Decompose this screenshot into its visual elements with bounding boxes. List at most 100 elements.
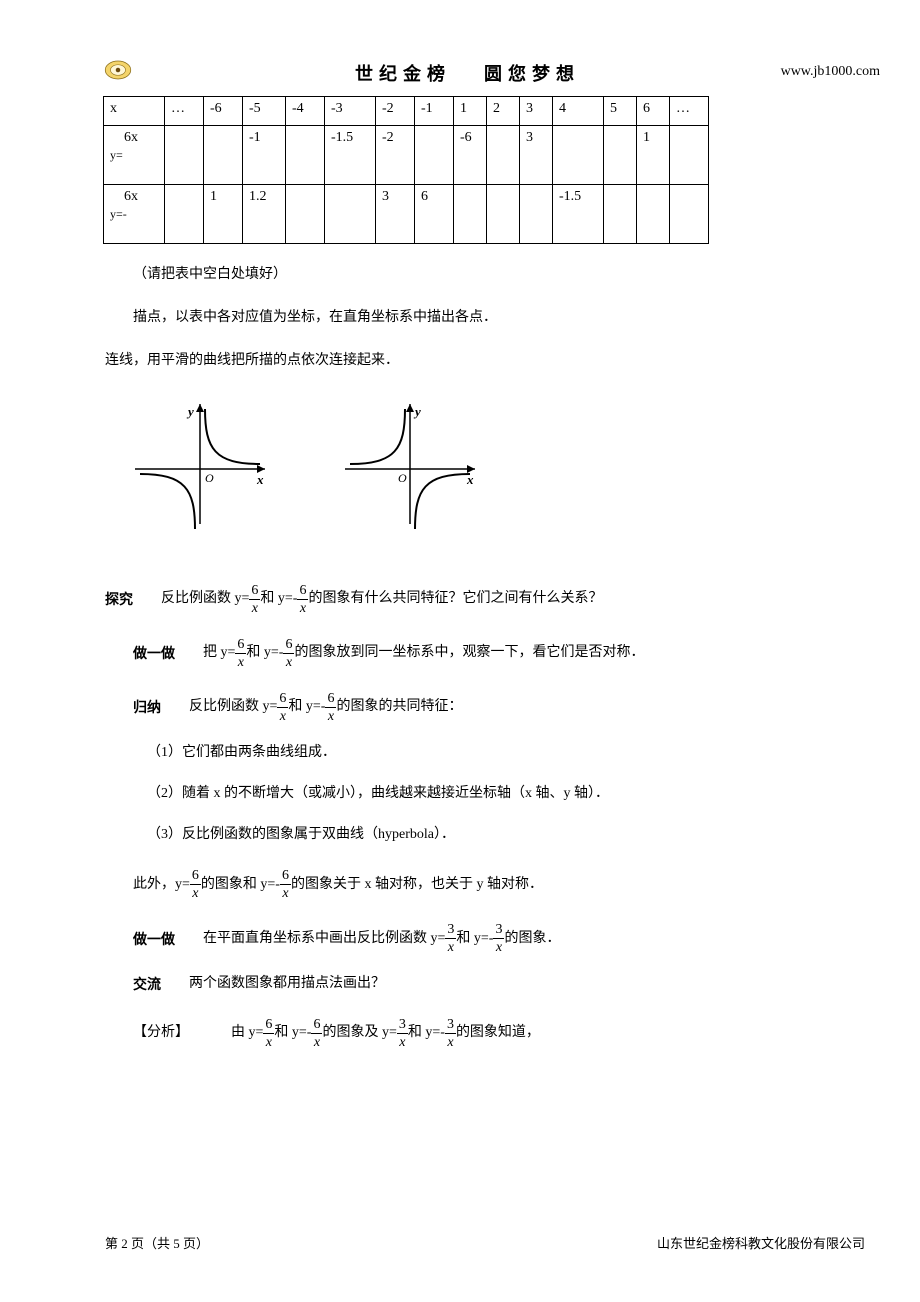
- explore-t3: 的图象有什么共同特征？它们之间有什么关系？: [308, 588, 602, 610]
- frac-3-over-x: 3x: [445, 923, 456, 955]
- table-cell: [454, 185, 487, 244]
- table-cell: 4: [553, 97, 604, 126]
- point-3: （3）反比例函数的图象属于双曲线（hyperbola）．: [105, 822, 830, 847]
- frac-6-over-x: 6x: [325, 692, 336, 724]
- table-cell: [553, 126, 604, 185]
- frac-6-over-x: 6x: [311, 1018, 322, 1050]
- table-cell: [604, 126, 637, 185]
- title-right: 圆您梦想: [484, 64, 580, 84]
- try1-t1: 把 y=: [203, 642, 235, 664]
- table-row-x: x…-6-5-4-3-2-1123456…: [104, 97, 709, 126]
- table-cell: [637, 185, 670, 244]
- try1-t3: 的图象放到同一坐标系中，观察一下，看它们是否对称．: [294, 642, 644, 664]
- table-cell: [286, 185, 325, 244]
- table-cell: [286, 126, 325, 185]
- graph-q2-q4: y x O: [335, 394, 485, 534]
- table-cell: 6: [637, 97, 670, 126]
- try2-t1: 在平面直角坐标系中画出反比例函数 y=: [203, 928, 445, 950]
- try1-label: 做一做: [133, 642, 175, 664]
- analysis-line: 【分析】 由 y= 6x 和 y=- 6x 的图象及 y= 3x 和 y=- 3…: [105, 1018, 830, 1050]
- analysis-t5: 的图象知道，: [456, 1022, 540, 1044]
- frac-6-over-x: 6x: [280, 869, 291, 901]
- table-cell: -4: [286, 97, 325, 126]
- table-cell: [204, 126, 243, 185]
- footer-page: 第 2 页（共 5 页）: [105, 1233, 209, 1252]
- table-cell: [415, 126, 454, 185]
- table-cell: [670, 185, 709, 244]
- footer-company: 山东世纪金榜科教文化股份有限公司: [657, 1233, 865, 1252]
- hyperbola-graphs: y x O y x O: [125, 394, 830, 534]
- try2-t3: 的图象．: [504, 928, 560, 950]
- table-cell: 5: [604, 97, 637, 126]
- table-cell: [604, 185, 637, 244]
- table-cell: -3: [325, 97, 376, 126]
- svg-text:y: y: [186, 404, 194, 419]
- frac-6-over-x: 6x: [190, 869, 201, 901]
- frac-6-over-x: 6x: [277, 692, 288, 724]
- point-2: （2）随着 x 的不断增大（或减小），曲线越来越接近坐标轴（x 轴、y 轴）．: [105, 781, 830, 806]
- explore-label: 探究: [105, 588, 133, 610]
- summary-line: 归纳 反比例函数 y= 6x 和 y=- 6x 的图象的共同特征：: [105, 692, 830, 724]
- frac-6-over-x: 6x: [249, 584, 260, 616]
- try1-t2: 和 y=-: [246, 642, 283, 664]
- table-cell: [487, 126, 520, 185]
- table-cell: [520, 185, 553, 244]
- table-cell: [325, 185, 376, 244]
- summary-t1: 反比例函数 y=: [189, 696, 277, 718]
- frac-6-over-x: 6x: [283, 638, 294, 670]
- frac-6-over-x: 6x: [235, 638, 246, 670]
- frac-3-over-x: 3x: [445, 1018, 456, 1050]
- extra-line: 此外，y= 6x 的图象和 y=- 6x 的图象关于 x 轴对称，也关于 y 轴…: [105, 869, 830, 901]
- discuss-text: 两个函数图象都用描点法画出？: [189, 973, 385, 995]
- table-cell: 3: [376, 185, 415, 244]
- try2-t2: 和 y=-: [456, 928, 493, 950]
- table-cell: -6: [454, 126, 487, 185]
- table-cell: -1: [415, 97, 454, 126]
- explore-t2: 和 y=-: [260, 588, 297, 610]
- table-row-header: 6xy=: [104, 126, 165, 185]
- summary-t3: 的图象的共同特征：: [336, 696, 462, 718]
- header-url: www.jb1000.com: [781, 64, 880, 80]
- frac-3-over-x: 3x: [493, 923, 504, 955]
- table-cell: [165, 185, 204, 244]
- fill-note: （请把表中空白处填好）: [105, 262, 830, 287]
- analysis-label: 【分析】: [133, 1022, 189, 1044]
- table-cell: 1: [637, 126, 670, 185]
- table-cell: -2: [376, 97, 415, 126]
- table-cell: [670, 126, 709, 185]
- explore-t1: 反比例函数 y=: [161, 588, 249, 610]
- table-cell: -1.5: [553, 185, 604, 244]
- extra-t2: 的图象和 y=-: [201, 874, 280, 896]
- frac-6-over-x: 6x: [263, 1018, 274, 1050]
- table-cell: …: [670, 97, 709, 126]
- connect-instruction: 连线，用平滑的曲线把所描的点依次连接起来．: [105, 348, 830, 373]
- analysis-t4: 和 y=-: [408, 1022, 445, 1044]
- page-header: 世纪金榜 圆您梦想 www.jb1000.com: [105, 60, 830, 86]
- analysis-t1: 由 y=: [231, 1022, 263, 1044]
- table-row-y1: 6xy=-1-1.5-2-631: [104, 126, 709, 185]
- table-cell: -5: [243, 97, 286, 126]
- frac-3-over-x: 3x: [397, 1018, 408, 1050]
- extra-t3: 的图象关于 x 轴对称，也关于 y 轴对称．: [291, 874, 543, 896]
- svg-text:O: O: [398, 471, 407, 485]
- summary-t2: 和 y=-: [288, 696, 325, 718]
- table-row-y2: 6xy=-11.236-1.5: [104, 185, 709, 244]
- graph-q1-q3: y x O: [125, 394, 275, 534]
- analysis-t3: 的图象及 y=: [322, 1022, 396, 1044]
- svg-text:y: y: [413, 404, 421, 419]
- table-cell: 1.2: [243, 185, 286, 244]
- table-cell: -2: [376, 126, 415, 185]
- table-cell: 3: [520, 97, 553, 126]
- table-cell: [487, 185, 520, 244]
- table-cell: 3: [520, 126, 553, 185]
- discuss-line: 交流 两个函数图象都用描点法画出？: [105, 973, 830, 995]
- point-1: （1）它们都由两条曲线组成．: [105, 740, 830, 765]
- explore-line: 探究 反比例函数 y= 6x 和 y=- 6x 的图象有什么共同特征？它们之间有…: [105, 584, 830, 616]
- table-row-header: 6xy=-: [104, 185, 165, 244]
- table-cell: -6: [204, 97, 243, 126]
- try2-label: 做一做: [133, 928, 175, 950]
- page-footer: 第 2 页（共 5 页） 山东世纪金榜科教文化股份有限公司: [105, 1233, 865, 1252]
- discuss-label: 交流: [133, 973, 161, 995]
- table-cell: 1: [204, 185, 243, 244]
- page-title: 世纪金榜 圆您梦想: [105, 60, 830, 86]
